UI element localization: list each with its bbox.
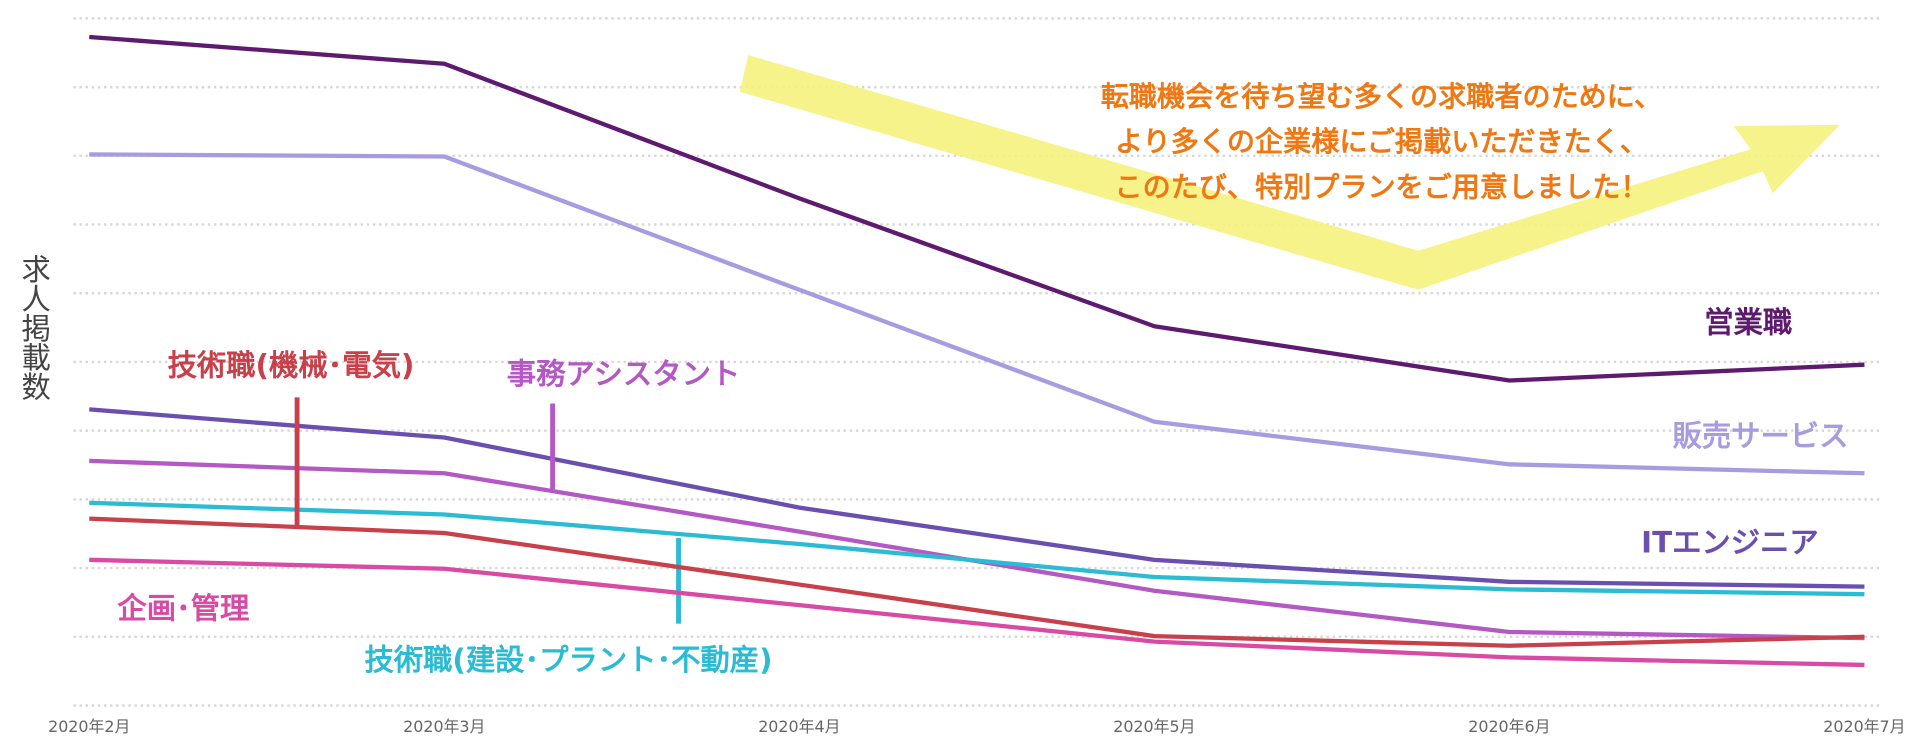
x-tick-label: 2020年5月 <box>1113 717 1195 736</box>
series-line <box>89 557 1865 668</box>
x-tick-label: 2020年2月 <box>48 717 130 736</box>
series-label: 営業職 <box>1704 306 1792 340</box>
series-line <box>89 152 1865 476</box>
series-label: 技術職(機械･電気) <box>168 348 415 382</box>
series-label: 販売サービス <box>1673 419 1849 453</box>
trend-arrow <box>739 55 1840 290</box>
series-line <box>89 407 1865 589</box>
series-line <box>89 34 1865 383</box>
x-tick-label: 2020年7月 <box>1823 717 1905 736</box>
series-label: 事務アシスタント <box>507 357 740 391</box>
series-line <box>89 516 1865 648</box>
series-label: ITエンジニア <box>1641 526 1819 560</box>
y-axis-label: 求人掲載数 <box>17 254 51 401</box>
series-label: 技術職(建設･プラント･不動産) <box>364 643 772 677</box>
series-line <box>89 500 1865 597</box>
series-label: 企画･管理 <box>117 592 249 626</box>
x-tick-label: 2020年3月 <box>403 717 485 736</box>
x-tick-label: 2020年6月 <box>1468 717 1550 736</box>
annotation-line: 転職機会を待ち望む多くの求職者のために、 <box>1101 80 1662 113</box>
annotation-line: このたび、特別プランをご用意しました！ <box>1114 170 1648 203</box>
x-tick-label: 2020年4月 <box>758 717 840 736</box>
annotation-line: より多くの企業様にご掲載いただきたく、 <box>1115 125 1648 158</box>
